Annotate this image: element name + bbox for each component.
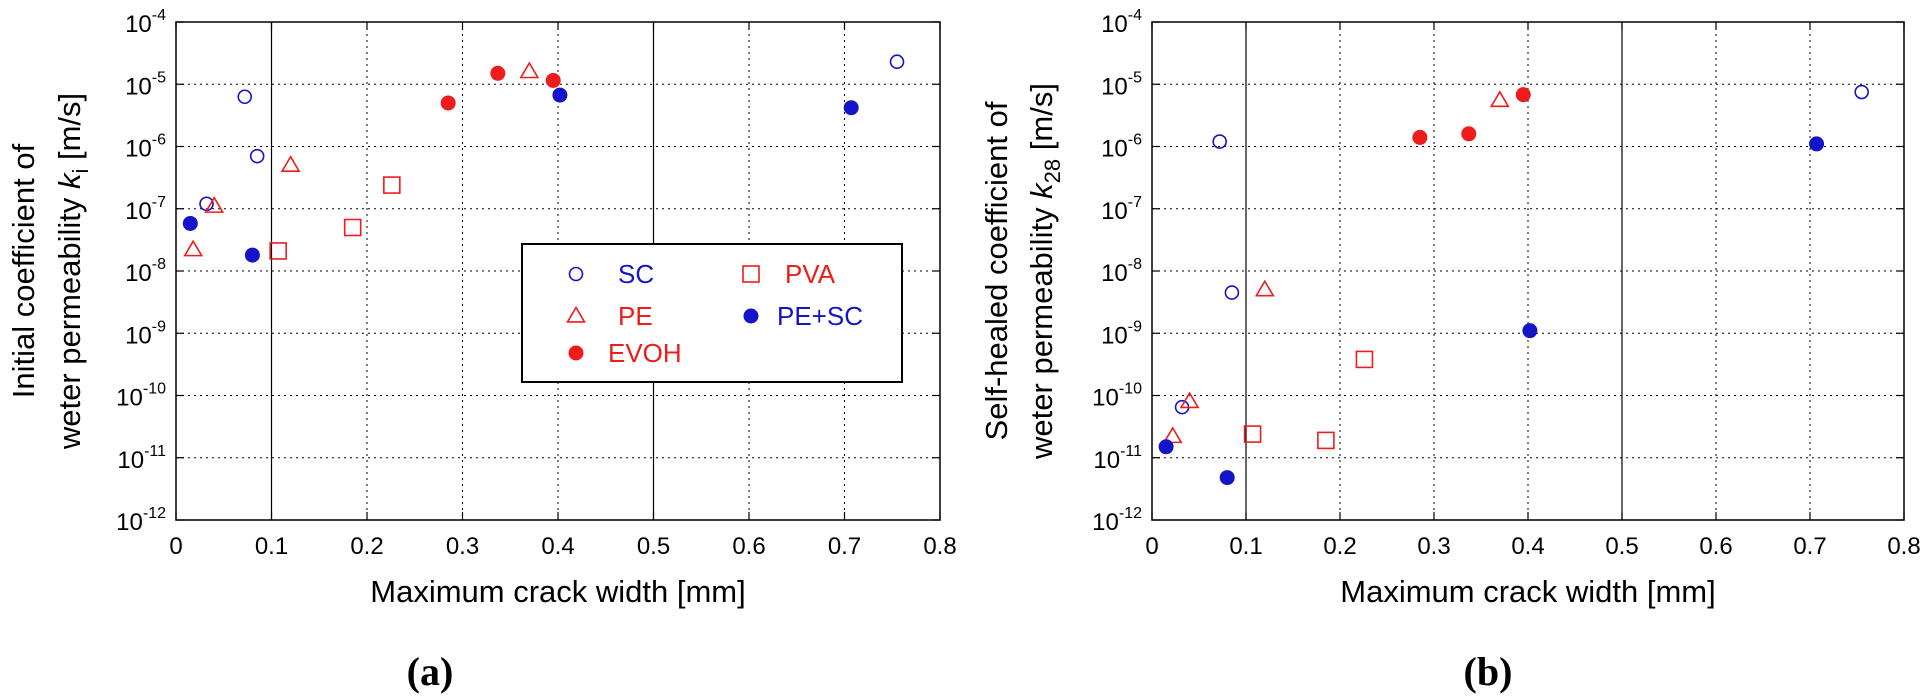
data-point-pe-sc bbox=[1158, 439, 1174, 455]
legend: SC PE EVOH PVA PE+SC bbox=[521, 243, 903, 383]
y-tick-label: 10-7 bbox=[125, 194, 166, 225]
x-tick-label: 0 bbox=[1145, 533, 1158, 560]
data-point-pe-sc bbox=[1809, 136, 1825, 152]
x-tick-label: 0.8 bbox=[923, 533, 956, 560]
data-point-pva bbox=[1317, 431, 1335, 450]
data-point-sc bbox=[1224, 285, 1240, 300]
x-tick-label: 0 bbox=[169, 533, 182, 560]
y-axis-title-line2: weter permeability k28 [m/s] bbox=[1024, 83, 1065, 460]
x-axis-title: Maximum crack width [mm] bbox=[1340, 574, 1715, 609]
data-point-pe bbox=[519, 61, 540, 79]
data-point-pva bbox=[269, 242, 287, 260]
y-tick-label: 10-4 bbox=[125, 7, 166, 38]
x-tick-label: 0.1 bbox=[1229, 533, 1262, 560]
y-tick-label: 10-12 bbox=[1092, 505, 1142, 536]
y-axis-title-line2: weter permeability ki [m/s] bbox=[52, 93, 93, 450]
x-tick-label: 0.8 bbox=[1887, 533, 1920, 560]
x-tick-label: 0.3 bbox=[446, 533, 479, 560]
y-tick-label: 10-10 bbox=[1092, 381, 1142, 412]
x-tick-label: 0.6 bbox=[1699, 533, 1732, 560]
y-tick-label: 10-5 bbox=[1101, 69, 1142, 100]
data-point-pva bbox=[383, 176, 401, 194]
data-point-pe-sc bbox=[552, 87, 568, 103]
x-tick-label: 0.3 bbox=[1417, 533, 1450, 560]
y-tick-label: 10-6 bbox=[125, 132, 166, 163]
data-point-pe-sc bbox=[1219, 470, 1235, 486]
data-point-pe-sc bbox=[843, 100, 859, 116]
x-tick-label: 0.5 bbox=[637, 533, 670, 560]
panel-label: (a) bbox=[407, 649, 454, 694]
legend-label-evoh: EVOH bbox=[608, 338, 682, 368]
data-point-evoh bbox=[545, 72, 561, 88]
plot-frame bbox=[175, 21, 941, 521]
legend-marker-pe bbox=[566, 305, 586, 323]
legend-label-pe-sc: PE+SC bbox=[777, 301, 863, 331]
x-tick-label: 0.7 bbox=[828, 533, 861, 560]
data-point-pva bbox=[1243, 425, 1262, 443]
y-tick-label: 10-9 bbox=[1101, 318, 1142, 349]
y-tick-label: 10-8 bbox=[125, 256, 166, 287]
y-tick-label: 10-11 bbox=[117, 443, 166, 474]
data-point-pe bbox=[1489, 90, 1510, 108]
data-point-evoh bbox=[1412, 129, 1428, 145]
x-tick-label: 0.2 bbox=[1323, 533, 1356, 560]
data-point-pe-sc bbox=[182, 215, 198, 231]
data-point-pe bbox=[1179, 391, 1200, 409]
data-point-sc bbox=[1854, 84, 1869, 100]
x-tick-label: 0.1 bbox=[255, 533, 288, 560]
data-point-sc bbox=[237, 89, 253, 105]
data-point-sc bbox=[1212, 134, 1227, 149]
y-axis-title-line1: Self-healed coefficient of bbox=[979, 101, 1014, 440]
chart-panel-a: 0 0.1 0.2 0.3 0.4 0.5 0.6 0.7 0.8 10-12 10-11 10-10… bbox=[6, 7, 957, 694]
legend-marker-pe-sc bbox=[743, 308, 759, 324]
x-tick-label: 0.7 bbox=[1793, 533, 1826, 560]
legend-box bbox=[521, 243, 903, 383]
data-point-evoh bbox=[440, 95, 456, 111]
x-tick-label: 0.5 bbox=[1605, 533, 1638, 560]
y-tick-label: 10-4 bbox=[1101, 7, 1142, 38]
plot-frame bbox=[1151, 21, 1905, 521]
data-point-pe-sc bbox=[1522, 323, 1538, 339]
legend-marker-sc bbox=[568, 266, 584, 282]
data-point-pe bbox=[183, 239, 204, 257]
legend-label-pva: PVA bbox=[785, 259, 836, 289]
data-point-sc bbox=[249, 148, 265, 164]
data-point-pe bbox=[1162, 426, 1183, 444]
data-point-pe-sc bbox=[244, 247, 260, 263]
x-axis-title: Maximum crack width [mm] bbox=[370, 574, 745, 609]
y-tick-label: 10-5 bbox=[125, 69, 166, 100]
y-tick-label: 10-6 bbox=[1101, 132, 1142, 163]
y-tick-label: 10-11 bbox=[1093, 443, 1142, 474]
data-point-pe bbox=[1254, 279, 1275, 297]
panel-label: (b) bbox=[1464, 649, 1513, 694]
legend-label-pe: PE bbox=[618, 301, 653, 331]
legend-marker-evoh bbox=[568, 345, 584, 361]
y-tick-label: 10-10 bbox=[116, 381, 166, 412]
x-tick-label: 0.4 bbox=[541, 533, 574, 560]
data-point-evoh bbox=[1515, 87, 1531, 103]
x-tick-label: 0.6 bbox=[732, 533, 765, 560]
data-point-evoh bbox=[1461, 126, 1477, 142]
y-axis-title-line1: Initial coefficient of bbox=[6, 143, 41, 398]
legend-label-sc: SC bbox=[618, 259, 654, 289]
y-tick-label: 10-9 bbox=[125, 318, 166, 349]
data-point-pva bbox=[343, 218, 362, 237]
data-point-pe bbox=[280, 155, 301, 172]
legend-marker-pva bbox=[742, 265, 760, 283]
data-point-pva bbox=[1355, 350, 1374, 369]
chart-panel-b: 0 0.1 0.2 0.3 0.4 0.5 0.6 0.7 0.8 10-12 10-11 10-10… bbox=[979, 7, 1921, 694]
y-tick-label: 10-7 bbox=[1101, 194, 1142, 225]
x-tick-label: 0.2 bbox=[350, 533, 383, 560]
data-point-sc bbox=[889, 54, 905, 70]
x-tick-label: 0.4 bbox=[1511, 533, 1544, 560]
y-tick-label: 10-12 bbox=[116, 505, 166, 536]
y-tick-label: 10-8 bbox=[1101, 256, 1142, 287]
data-point-pe bbox=[204, 196, 225, 213]
data-point-evoh bbox=[490, 65, 506, 81]
